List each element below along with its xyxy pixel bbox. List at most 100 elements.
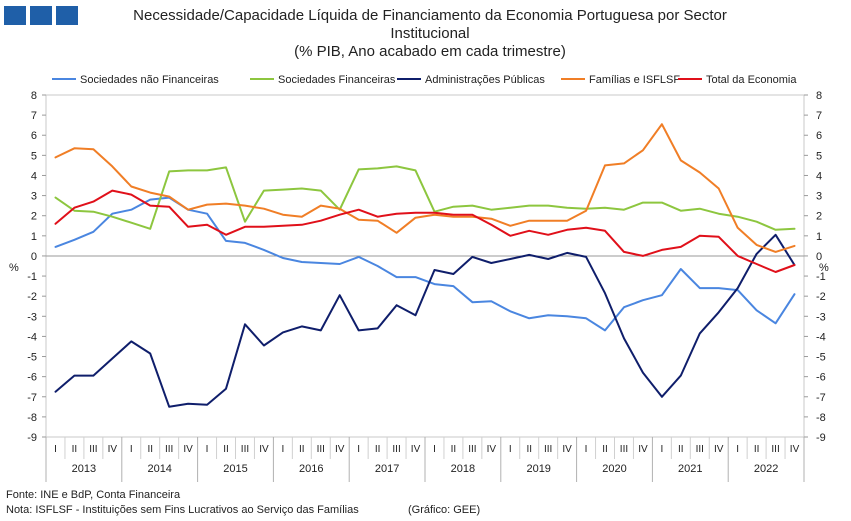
x-quarter-label: II	[299, 444, 305, 455]
series-line-total-da-economia	[54, 189, 796, 273]
chart-series	[54, 123, 796, 408]
y-tick-label-right: -1	[816, 271, 826, 283]
y-tick-label-right: 5	[816, 150, 822, 162]
x-quarter-label: IV	[714, 444, 724, 455]
brand-logo	[4, 6, 78, 25]
legend-label: Sociedades Financeiras	[278, 74, 396, 86]
x-quarter-label: II	[754, 444, 760, 455]
legend-label: Administrações Públicas	[425, 74, 545, 86]
x-quarter-label: II	[451, 444, 457, 455]
x-quarter-label: IV	[790, 444, 800, 455]
y-tick-label-right: 6	[816, 130, 822, 142]
x-year-label: 2016	[299, 463, 323, 475]
chart-title: Necessidade/Capacidade Líquida de Financ…	[100, 7, 760, 61]
y-tick-label-left: 2	[31, 211, 37, 223]
y-tick-label-right: 4	[816, 170, 822, 182]
x-quarter-label: II	[147, 444, 153, 455]
x-year-label: 2013	[72, 463, 96, 475]
x-quarter-label: II	[72, 444, 78, 455]
x-quarter-label: I	[585, 444, 588, 455]
y-tick-label-left: -7	[27, 392, 37, 404]
y-tick-label-left: -5	[27, 352, 37, 364]
x-year-label: 2021	[678, 463, 702, 475]
abbreviation-note: Nota: ISFLSF - Instituições sem Fins Luc…	[6, 504, 359, 516]
y-tick-label-right: -2	[816, 291, 826, 303]
series-line-fam-lias-e-isflsf	[54, 123, 796, 253]
y-tick-label-right: -6	[816, 372, 826, 384]
logo-square	[56, 6, 78, 25]
series-line-sociedades-financeiras	[54, 165, 796, 231]
x-quarter-label: IV	[259, 444, 269, 455]
y-tick-label-left: 1	[31, 231, 37, 243]
chart-title-line: (% PIB, Ano acabado em cada trimestre)	[294, 43, 566, 60]
x-year-label: 2020	[602, 463, 626, 475]
x-quarter-label: III	[468, 444, 476, 455]
x-quarter-label: IV	[487, 444, 497, 455]
x-quarter-label: IV	[638, 444, 648, 455]
y-tick-label-right: 2	[816, 211, 822, 223]
x-quarter-label: III	[392, 444, 400, 455]
x-quarter-label: III	[89, 444, 97, 455]
y-tick-label-left: -4	[27, 331, 37, 343]
x-quarter-label: III	[696, 444, 704, 455]
y-tick-label-left: -9	[27, 432, 37, 444]
y-tick-label-left: 8	[31, 90, 37, 102]
chart-title-line: Necessidade/Capacidade Líquida de Financ…	[133, 7, 727, 24]
x-quarter-label: III	[241, 444, 249, 455]
y-tick-label-right: 8	[816, 90, 822, 102]
x-quarter-label: III	[165, 444, 173, 455]
x-year-label: 2017	[375, 463, 399, 475]
y-tick-label-left: -6	[27, 372, 37, 384]
series-line-sociedades-n-o-financeiras	[54, 196, 796, 332]
x-quarter-label: III	[771, 444, 779, 455]
x-quarter-label: II	[678, 444, 684, 455]
y-tick-label-left: 0	[31, 251, 37, 263]
y-tick-label-right: -7	[816, 392, 826, 404]
y-tick-label-right: 1	[816, 231, 822, 243]
x-year-label: 2014	[147, 463, 171, 475]
y-tick-label-right: -4	[816, 331, 826, 343]
x-year-label: 2019	[526, 463, 550, 475]
x-quarter-label: I	[433, 444, 436, 455]
x-quarter-label: II	[375, 444, 381, 455]
x-quarter-label: I	[281, 444, 284, 455]
series-line-administra-es-p-blicas	[54, 233, 796, 408]
x-quarter-label: I	[736, 444, 739, 455]
x-quarter-label: III	[544, 444, 552, 455]
y-tick-label-left: 3	[31, 191, 37, 203]
x-quarter-label: IV	[183, 444, 193, 455]
x-quarter-label: IV	[411, 444, 421, 455]
y-tick-label-right: -3	[816, 311, 826, 323]
x-year-label: 2018	[451, 463, 475, 475]
chart-legend: Sociedades não Financeiras Sociedades Fin…	[52, 74, 797, 86]
x-quarter-label: II	[602, 444, 608, 455]
y-tick-label-left: -1	[27, 271, 37, 283]
chart-title-line: Institucional	[390, 25, 470, 42]
logo-square	[4, 6, 26, 25]
x-quarter-label: II	[223, 444, 229, 455]
x-quarter-label: I	[54, 444, 57, 455]
x-year-label: 2022	[754, 463, 778, 475]
x-quarter-label: I	[509, 444, 512, 455]
y-tick-label-left: 6	[31, 130, 37, 142]
y-tick-label-right: -8	[816, 412, 826, 424]
chart-credit: (Gráfico: GEE)	[408, 504, 481, 516]
y-tick-label-right: 3	[816, 191, 822, 203]
x-quarter-label: IV	[335, 444, 345, 455]
y-tick-label-left: 4	[31, 170, 37, 182]
legend-label: Famílias e ISFLSF	[589, 74, 680, 86]
y-tick-label-left: 5	[31, 150, 37, 162]
legend-label: Total da Economia	[706, 74, 797, 86]
x-quarter-label: I	[357, 444, 360, 455]
x-quarter-label: II	[526, 444, 532, 455]
y-tick-label-left: 7	[31, 110, 37, 122]
chart-axes: 8 8 7 7 6 6 5 5 4 4 3 3 2 2 1 1 0 0 -1 -1 -2 -2 -3 -3 -4 -4 -5 -5 -6…	[9, 90, 829, 482]
x-quarter-label: I	[206, 444, 209, 455]
y-tick-label-right: -5	[816, 352, 826, 364]
x-year-label: 2015	[223, 463, 247, 475]
x-quarter-label: I	[660, 444, 663, 455]
x-quarter-label: I	[130, 444, 133, 455]
legend-label: Sociedades não Financeiras	[80, 74, 219, 86]
x-quarter-label: III	[620, 444, 628, 455]
